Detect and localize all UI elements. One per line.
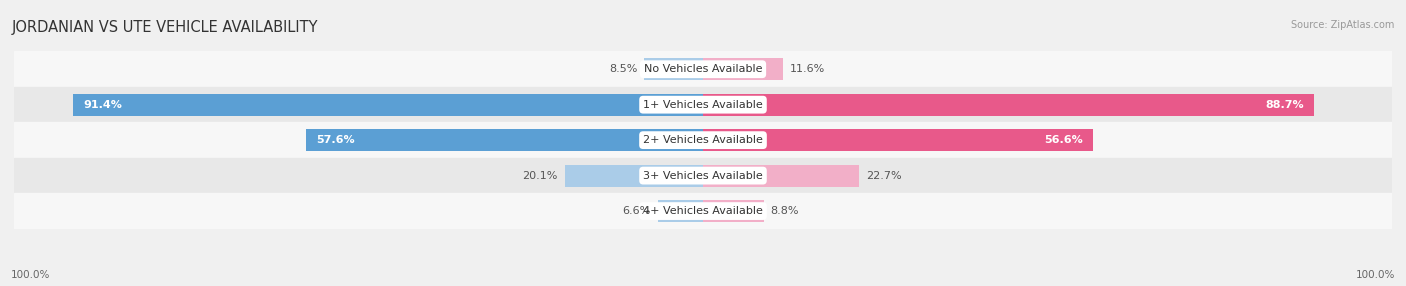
Bar bbox=[14, 87, 1392, 122]
Text: 11.6%: 11.6% bbox=[790, 64, 825, 74]
Bar bbox=[703, 200, 763, 222]
Bar bbox=[703, 58, 783, 80]
Text: 8.5%: 8.5% bbox=[609, 64, 637, 74]
Bar bbox=[14, 158, 1392, 193]
Text: 8.8%: 8.8% bbox=[770, 206, 799, 216]
Text: 56.6%: 56.6% bbox=[1043, 135, 1083, 145]
Text: 57.6%: 57.6% bbox=[316, 135, 356, 145]
Text: 20.1%: 20.1% bbox=[522, 171, 558, 180]
Bar bbox=[703, 129, 1092, 151]
Text: 100.0%: 100.0% bbox=[11, 270, 51, 280]
Text: 88.7%: 88.7% bbox=[1265, 100, 1303, 110]
Bar bbox=[703, 165, 859, 186]
Text: Source: ZipAtlas.com: Source: ZipAtlas.com bbox=[1291, 20, 1395, 30]
Bar bbox=[658, 200, 703, 222]
Bar bbox=[644, 58, 703, 80]
Text: 2+ Vehicles Available: 2+ Vehicles Available bbox=[643, 135, 763, 145]
Text: 6.6%: 6.6% bbox=[623, 206, 651, 216]
Text: JORDANIAN VS UTE VEHICLE AVAILABILITY: JORDANIAN VS UTE VEHICLE AVAILABILITY bbox=[11, 20, 318, 35]
Text: 91.4%: 91.4% bbox=[83, 100, 122, 110]
Bar bbox=[14, 122, 1392, 158]
Text: 3+ Vehicles Available: 3+ Vehicles Available bbox=[643, 171, 763, 180]
Text: 100.0%: 100.0% bbox=[1355, 270, 1395, 280]
Bar bbox=[565, 165, 703, 186]
Bar bbox=[14, 193, 1392, 229]
Bar bbox=[703, 94, 1315, 116]
Text: 4+ Vehicles Available: 4+ Vehicles Available bbox=[643, 206, 763, 216]
Bar bbox=[14, 51, 1392, 87]
Bar bbox=[307, 129, 703, 151]
Text: 22.7%: 22.7% bbox=[866, 171, 901, 180]
Bar bbox=[73, 94, 703, 116]
Text: 1+ Vehicles Available: 1+ Vehicles Available bbox=[643, 100, 763, 110]
Text: No Vehicles Available: No Vehicles Available bbox=[644, 64, 762, 74]
